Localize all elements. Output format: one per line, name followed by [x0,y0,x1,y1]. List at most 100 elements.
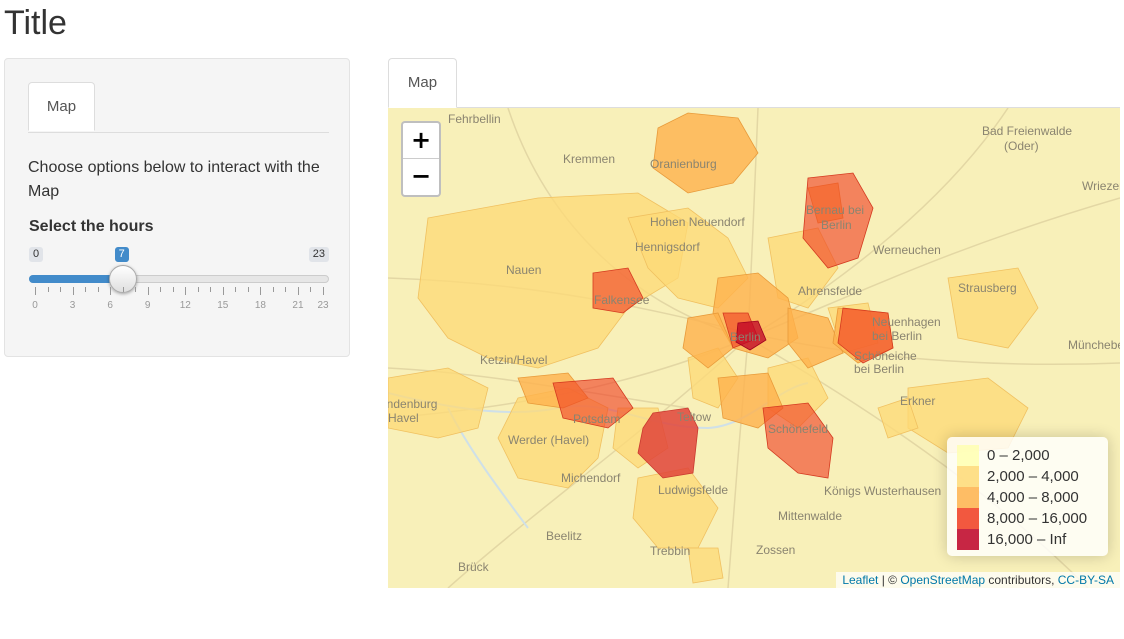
place-label: Michendorf [561,471,621,485]
map-region-teltow [637,407,699,479]
hours-slider[interactable]: 0 7 23 0 3 6 9 12 15 18 21 23 [29,245,329,315]
tab-map-sidebar[interactable]: Map [28,82,95,131]
attribution-separator: | © [878,573,901,587]
legend-swatch [957,529,979,550]
place-label: Beelitz [546,529,582,543]
place-label: Kremmen [563,152,615,166]
slider-tick [197,287,199,292]
sidebar-description: Choose options below to interact with th… [28,159,320,200]
place-label: Hohen Neuendorf [650,215,745,229]
sidebar-tabs: Map [28,82,329,133]
place-label: Schöneiche [854,349,917,363]
slider-tick-label: 23 [317,300,329,311]
legend-swatch [957,508,979,529]
place-label: Berlin [730,330,761,344]
slider-tick [310,287,312,292]
legend-row: 4,000 – 8,000 [957,487,1098,508]
slider-tick [323,287,324,295]
leaflet-map[interactable]: Fehrbellin Kremmen Oranienburg Bad Freienwa… [388,108,1120,588]
place-label: Ketzin/Havel [480,353,547,367]
place-label: Bad Freienwalde [982,124,1072,138]
legend-row: 0 – 2,000 [957,445,1098,466]
slider-tick [272,287,274,292]
slider-min-label: 0 [29,247,44,262]
place-label: Mittenwalde [778,509,842,523]
slider-tick [135,287,137,292]
legend-label: 4,000 – 8,000 [987,489,1079,506]
place-label: bei Berlin [872,329,922,343]
legend-swatch [957,445,979,466]
slider-tick-label: 12 [179,300,191,311]
tab-map-main[interactable]: Map [388,58,457,108]
slider-tick [210,287,212,292]
hours-slider-label: Select the hours [29,218,154,235]
slider-tick-label: 0 [32,300,38,311]
place-label: Werneuchen [873,243,941,257]
legend-label: 2,000 – 4,000 [987,468,1079,485]
place-label: Oranienburg [650,157,717,171]
slider-tick [185,287,187,295]
place-label: Neuenhagen [872,315,941,329]
legend-swatch [957,487,979,508]
slider-tick [222,287,224,295]
slider-tick [297,287,299,295]
slider-tick-label: 6 [107,300,113,311]
slider-tick [147,287,149,295]
legend-label: 16,000 – Inf [987,531,1067,548]
page-title: Title [4,4,67,42]
slider-tick [110,287,112,295]
legend-label: 0 – 2,000 [987,447,1050,464]
slider-tick [85,287,87,292]
slider-tick [260,287,262,295]
sidebar-panel: Map Choose options below to interact wit… [4,58,350,357]
place-label: Zossen [756,543,795,557]
slider-tick [72,287,74,295]
place-label: Bernau bei [806,203,864,217]
map-canvas: Fehrbellin Kremmen Oranienburg Bad Freienwa… [388,108,1120,588]
slider-tick [35,287,36,295]
place-label: Teltow [677,410,711,424]
slider-max-label: 23 [308,247,329,262]
slider-tick-label: 18 [254,300,266,311]
place-label: Schönefeld [768,422,828,436]
leaflet-link[interactable]: Leaflet [842,573,879,587]
map-legend: 0 – 2,000 2,000 – 4,000 4,000 – 8,000 8,000… [947,437,1108,556]
place-label: Berlin [821,218,852,232]
place-label: Strausberg [958,281,1017,295]
place-label: Müncheberg [1068,338,1120,352]
zoom-out-button[interactable]: − [410,162,432,190]
legend-swatch [957,466,979,487]
place-label: Havel [388,411,419,425]
place-label: Ludwigsfelde [658,483,728,497]
slider-fill-bar [29,275,123,283]
slider-tick-label: 3 [69,300,76,311]
slider-tick [172,287,174,292]
slider-tick-label: 15 [217,300,229,311]
place-label: Wriezen [1082,179,1120,193]
place-label: Erkner [900,394,935,408]
place-label: Fehrbellin [448,112,501,126]
place-label: Hennigsdorf [635,240,700,254]
slider-tick [60,287,62,292]
slider-tick-label: 21 [292,300,304,311]
tab-divider [457,107,1120,108]
place-label: Werder (Havel) [508,433,589,447]
slider-value-label: 7 [114,247,129,262]
slider-tick [97,287,99,292]
legend-row: 8,000 – 16,000 [957,508,1098,529]
zoom-in-button[interactable]: + [403,123,439,159]
license-link[interactable]: CC-BY-SA [1057,573,1114,587]
attribution-contributors: contributors, [985,573,1058,587]
slider-tick [47,287,49,292]
osm-link[interactable]: OpenStreetMap [900,573,986,587]
slider-ticks: 0 3 6 9 12 15 18 21 23 [29,287,329,317]
legend-row: 2,000 – 4,000 [957,466,1098,487]
place-label: Brandenburg [388,397,437,411]
slider-tick [160,287,162,292]
place-label: Ahrensfelde [798,284,862,298]
legend-row: 16,000 – Inf [957,529,1098,550]
place-label: (Oder) [1004,139,1039,153]
place-label: Trebbin [650,544,690,558]
zoom-control: + − [401,121,441,197]
map-place-labels: Fehrbellin Kremmen Oranienburg Bad Freienwa… [388,112,1120,574]
